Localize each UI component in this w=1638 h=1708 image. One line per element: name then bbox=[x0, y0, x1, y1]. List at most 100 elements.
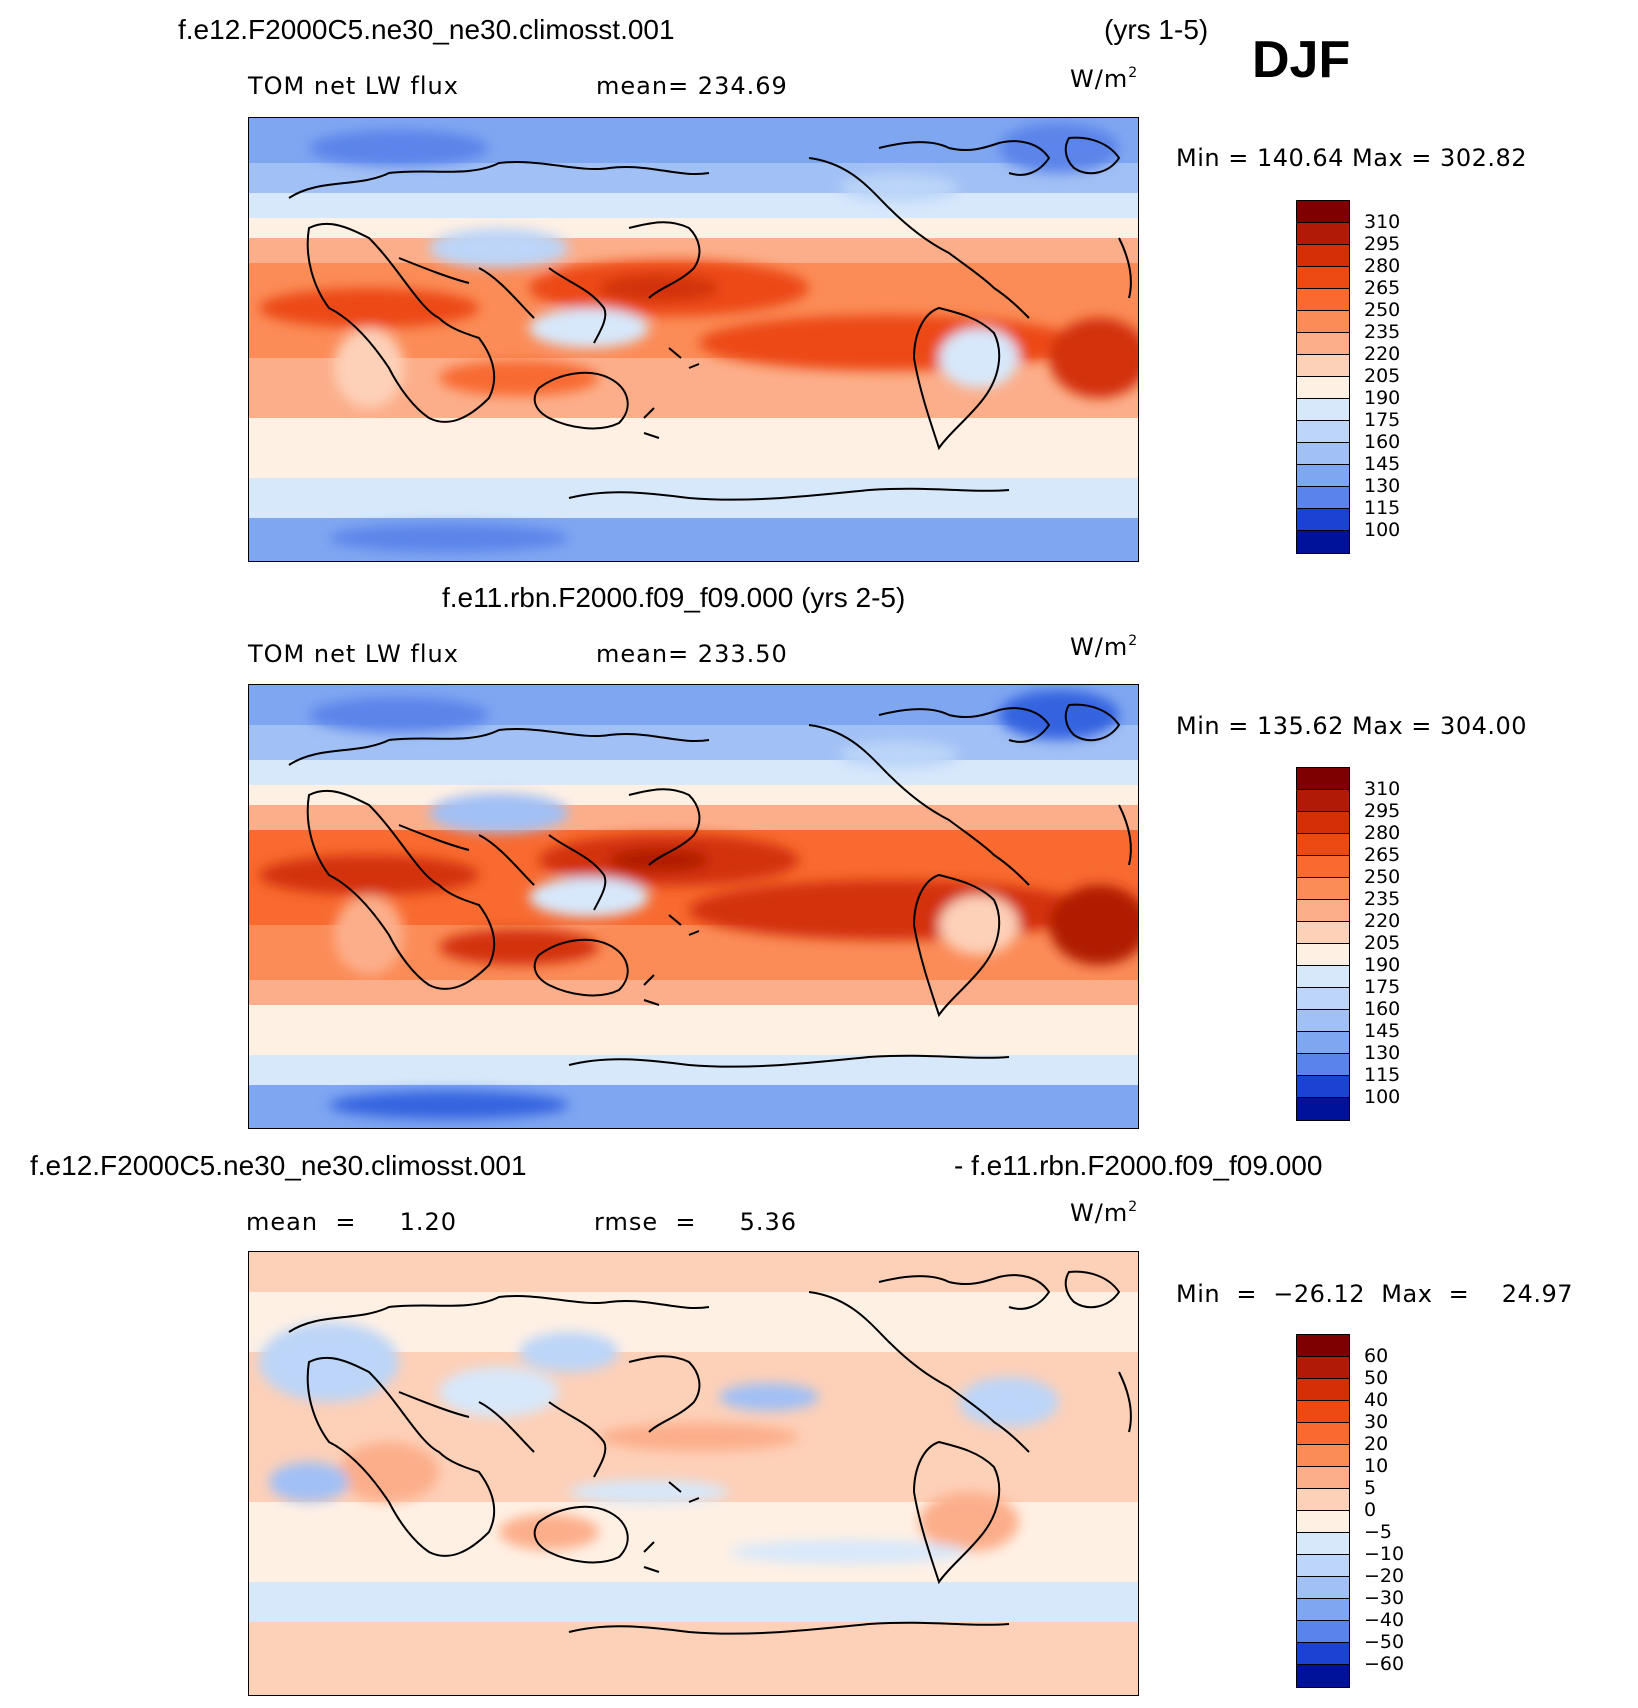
colorbar-label: 250 bbox=[1364, 299, 1401, 321]
panel2-minmax: Min = 135.62 Max = 304.00 bbox=[1176, 712, 1528, 740]
colorbar-label: 10 bbox=[1364, 1455, 1389, 1477]
colorbar-swatch bbox=[1297, 399, 1349, 421]
panel2-title: f.e11.rbn.F2000.f09_f09.000 (yrs 2-5) bbox=[442, 582, 906, 613]
panel3-units: W/m2 bbox=[1070, 1199, 1139, 1227]
colorbar-swatch bbox=[1297, 355, 1349, 377]
colorbar-label: 190 bbox=[1364, 954, 1401, 976]
colorbar-swatch bbox=[1297, 1467, 1349, 1489]
colorbar-label: 100 bbox=[1364, 519, 1401, 541]
colorbar-swatch bbox=[1297, 443, 1349, 465]
colorbar-swatch bbox=[1297, 812, 1349, 834]
panel1-variable: TOM net LW flux bbox=[248, 72, 459, 100]
colorbar-swatch bbox=[1297, 1335, 1349, 1357]
colorbar-swatch bbox=[1297, 465, 1349, 487]
colorbar-label: 145 bbox=[1364, 1020, 1401, 1042]
panel3-rmse: rmse = 5.36 bbox=[594, 1208, 798, 1236]
colorbar-label: 235 bbox=[1364, 321, 1401, 343]
panel1-map bbox=[248, 117, 1139, 562]
panel2-units: W/m2 bbox=[1070, 633, 1139, 661]
colorbar-swatch bbox=[1297, 531, 1349, 553]
colorbar-swatch bbox=[1297, 311, 1349, 333]
colorbar-label: 160 bbox=[1364, 431, 1401, 453]
colorbar-label: 60 bbox=[1364, 1345, 1389, 1367]
colorbar-swatch bbox=[1297, 1511, 1349, 1533]
colorbar-swatch bbox=[1297, 966, 1349, 988]
colorbar-swatch bbox=[1297, 1379, 1349, 1401]
colorbar-swatch bbox=[1297, 1555, 1349, 1577]
colorbar-swatch bbox=[1297, 878, 1349, 900]
panel3-colorbar bbox=[1296, 1334, 1350, 1688]
colorbar-label: 295 bbox=[1364, 800, 1401, 822]
colorbar-swatch bbox=[1297, 289, 1349, 311]
panel1-years: (yrs 1-5) bbox=[1104, 14, 1209, 45]
colorbar-swatch bbox=[1297, 1665, 1349, 1687]
panel3-mean: mean = 1.20 bbox=[246, 1208, 458, 1236]
colorbar-label: −50 bbox=[1364, 1631, 1405, 1653]
panel1-units: W/m2 bbox=[1070, 65, 1139, 93]
colorbar-swatch bbox=[1297, 1010, 1349, 1032]
colorbar-label: 205 bbox=[1364, 365, 1401, 387]
colorbar-label: 280 bbox=[1364, 255, 1401, 277]
colorbar-label: 265 bbox=[1364, 277, 1401, 299]
colorbar-swatch bbox=[1297, 1076, 1349, 1098]
colorbar-label: 145 bbox=[1364, 453, 1401, 475]
colorbar-label: 310 bbox=[1364, 211, 1401, 233]
colorbar-label: 115 bbox=[1364, 1064, 1401, 1086]
colorbar-swatch bbox=[1297, 333, 1349, 355]
colorbar-label: 205 bbox=[1364, 932, 1401, 954]
colorbar-label: 5 bbox=[1364, 1477, 1377, 1499]
colorbar-label: −10 bbox=[1364, 1543, 1405, 1565]
colorbar-label: 250 bbox=[1364, 866, 1401, 888]
colorbar-label: 50 bbox=[1364, 1367, 1389, 1389]
colorbar-label: 175 bbox=[1364, 409, 1401, 431]
colorbar-label: 280 bbox=[1364, 822, 1401, 844]
colorbar-swatch bbox=[1297, 1643, 1349, 1665]
colorbar-label: 265 bbox=[1364, 844, 1401, 866]
colorbar-swatch bbox=[1297, 1489, 1349, 1511]
colorbar-label: 190 bbox=[1364, 387, 1401, 409]
panel1-mean: mean= 234.69 bbox=[596, 72, 788, 100]
colorbar-swatch bbox=[1297, 1621, 1349, 1643]
panel2-variable: TOM net LW flux bbox=[248, 640, 459, 668]
colorbar-swatch bbox=[1297, 1098, 1349, 1120]
colorbar-swatch bbox=[1297, 856, 1349, 878]
colorbar-swatch bbox=[1297, 834, 1349, 856]
season-label: DJF bbox=[1252, 31, 1351, 89]
colorbar-swatch bbox=[1297, 1577, 1349, 1599]
colorbar-swatch bbox=[1297, 1357, 1349, 1379]
colorbar-label: 175 bbox=[1364, 976, 1401, 998]
colorbar-swatch bbox=[1297, 487, 1349, 509]
panel3-title-left: f.e12.F2000C5.ne30_ne30.climosst.001 bbox=[30, 1150, 527, 1181]
colorbar-label: 115 bbox=[1364, 497, 1401, 519]
colorbar-label: 310 bbox=[1364, 778, 1401, 800]
colorbar-swatch bbox=[1297, 377, 1349, 399]
colorbar-label: −20 bbox=[1364, 1565, 1405, 1587]
colorbar-swatch bbox=[1297, 790, 1349, 812]
panel3-minmax: Min = −26.12 Max = 24.97 bbox=[1176, 1280, 1573, 1308]
colorbar-label: 0 bbox=[1364, 1499, 1377, 1521]
colorbar-label: −5 bbox=[1364, 1521, 1393, 1543]
panel2-colorbar bbox=[1296, 767, 1350, 1121]
colorbar-label: −40 bbox=[1364, 1609, 1405, 1631]
panel3-title-right: - f.e11.rbn.F2000.f09_f09.000 bbox=[954, 1150, 1323, 1181]
colorbar-swatch bbox=[1297, 1054, 1349, 1076]
colorbar-swatch bbox=[1297, 1445, 1349, 1467]
colorbar-swatch bbox=[1297, 223, 1349, 245]
colorbar-label: 20 bbox=[1364, 1433, 1389, 1455]
colorbar-swatch bbox=[1297, 1423, 1349, 1445]
colorbar-label: 30 bbox=[1364, 1411, 1389, 1433]
colorbar-label: 130 bbox=[1364, 475, 1401, 497]
colorbar-swatch bbox=[1297, 1599, 1349, 1621]
panel1-minmax: Min = 140.64 Max = 302.82 bbox=[1176, 144, 1528, 172]
colorbar-swatch bbox=[1297, 245, 1349, 267]
colorbar-swatch bbox=[1297, 944, 1349, 966]
colorbar-swatch bbox=[1297, 509, 1349, 531]
panel2-mean: mean= 233.50 bbox=[596, 640, 788, 668]
colorbar-label: 100 bbox=[1364, 1086, 1401, 1108]
colorbar-swatch bbox=[1297, 1533, 1349, 1555]
colorbar-label: 160 bbox=[1364, 998, 1401, 1020]
colorbar-label: −30 bbox=[1364, 1587, 1405, 1609]
panel2-map bbox=[248, 684, 1139, 1129]
panel1-title: f.e12.F2000C5.ne30_ne30.climosst.001 bbox=[178, 14, 675, 45]
colorbar-label: 220 bbox=[1364, 910, 1401, 932]
